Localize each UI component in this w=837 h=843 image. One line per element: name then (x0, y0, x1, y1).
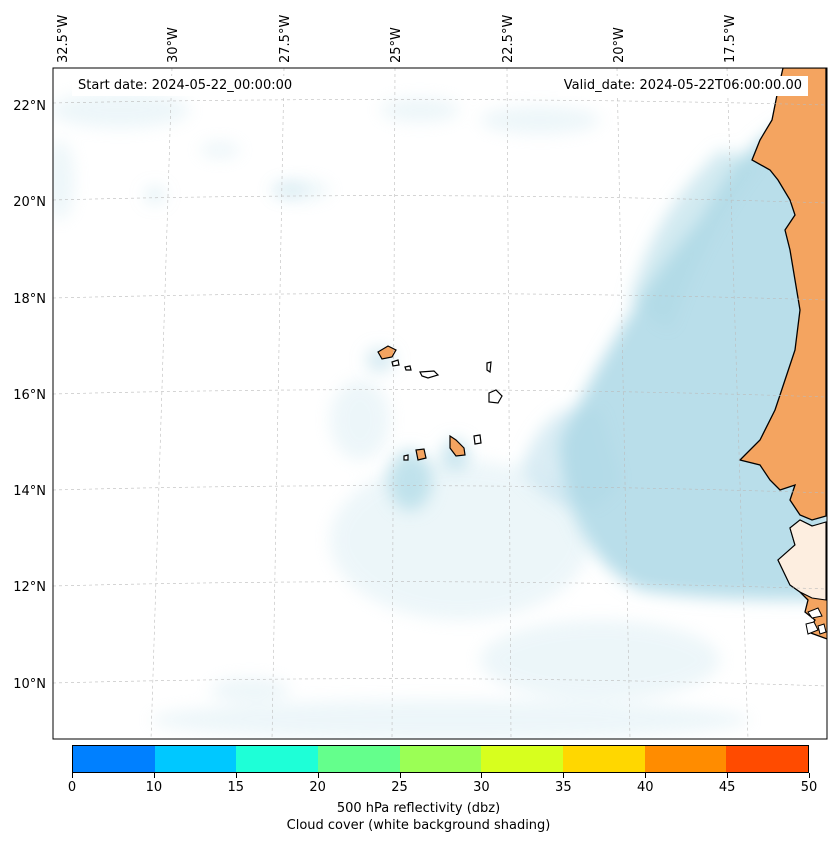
island-fogo (415, 448, 427, 461)
lon-label: 25°W (389, 27, 404, 63)
lat-label: 14°N (13, 484, 46, 499)
start-date-label: Start date: 2024-05-22_00:00:00 (72, 76, 299, 96)
island-santo-antao (377, 345, 397, 360)
colorbar-segment (154, 746, 237, 772)
map-frame (52, 67, 828, 740)
graticule (53, 68, 827, 739)
cloud-cover-main (145, 120, 827, 600)
colorbar-tick-label: 30 (473, 780, 490, 795)
colorbar-segment (481, 746, 564, 772)
colorbar-tick-label: 10 (145, 780, 163, 795)
colorbar-tick-label: 50 (800, 780, 818, 795)
colorbar-sublabel: Cloud cover (white background shading) (286, 818, 551, 833)
colorbar-segment (726, 746, 809, 772)
longitude-labels: 32.5°W 30°W 27.5°W 25°W 22.5°W 20°W 17.5… (56, 15, 738, 63)
lon-label: 30°W (166, 27, 181, 63)
colorbar-segment (318, 746, 400, 772)
valid-date-label: Valid_date: 2024-05-22T06:00:00.00 (557, 76, 808, 96)
colorbar-label: 500 hPa reflectivity (dbz) (336, 801, 501, 816)
colorbar-segment (73, 746, 155, 772)
lon-label: 32.5°W (56, 15, 71, 63)
colorbar-tick-label: 20 (309, 780, 326, 795)
lat-label: 20°N (13, 195, 46, 210)
lat-label: 16°N (13, 388, 46, 403)
colorbar-tick-label: 45 (718, 780, 736, 795)
colorbar-tick-mark (399, 773, 401, 778)
colorbar-tick-mark (481, 773, 483, 778)
colorbar-segment (563, 746, 645, 772)
cape-verde-islands (377, 345, 503, 461)
lon-label: 27.5°W (278, 15, 293, 63)
colorbar-tick-label: 15 (227, 780, 245, 795)
lat-label: 18°N (13, 292, 46, 307)
colorbar-tick-mark (317, 773, 319, 778)
lon-label: 22.5°W (501, 15, 516, 63)
latitude-labels: 22°N 20°N 18°N 16°N 14°N 12°N 10°N (13, 99, 46, 692)
lon-label: 20°W (612, 27, 627, 63)
colorbar-tick-mark (153, 773, 155, 778)
island-sao-nicolau (419, 370, 440, 379)
lat-label: 12°N (13, 580, 46, 595)
bijagos-islands (805, 607, 827, 635)
colorbar-tick-mark (235, 773, 237, 778)
island-sal (486, 361, 492, 374)
land-guinea-bissau (777, 519, 827, 601)
colorbar-tick-mark (563, 773, 565, 778)
colorbar-segment (236, 746, 319, 772)
colorbar-segments (72, 745, 809, 773)
colorbar-tick-mark (727, 773, 729, 778)
lat-label: 22°N (13, 99, 46, 114)
colorbar-tick-label: 25 (391, 780, 408, 795)
lat-label: 10°N (13, 677, 46, 692)
colorbar (72, 745, 809, 773)
island-maio (473, 434, 482, 445)
colorbar-tick-mark (72, 773, 73, 778)
colorbar-segment (644, 746, 727, 772)
lon-label: 17.5°W (723, 15, 738, 63)
colorbar-tick-mark (645, 773, 647, 778)
colorbar-tick-label: 40 (636, 780, 654, 795)
land-africa-main (738, 68, 827, 521)
island-santiago (449, 434, 466, 457)
island-brava (403, 454, 409, 461)
colorbar-tick-label: 0 (67, 780, 77, 795)
colorbar-tick-mark (809, 773, 810, 778)
island-santa-luzia (404, 365, 412, 371)
colorbar-tick-label: 35 (555, 780, 572, 795)
colorbar-segment (399, 746, 482, 772)
island-boa-vista (488, 389, 503, 404)
